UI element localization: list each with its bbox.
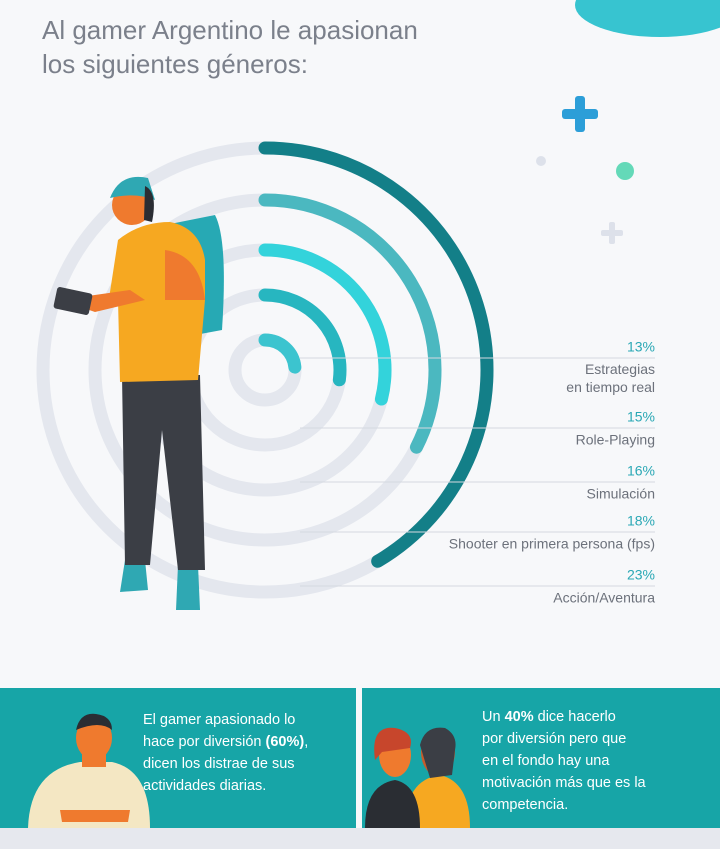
labels: 13% Estrategias en tiempo real 15% Role-Play… xyxy=(300,339,655,606)
arc xyxy=(258,193,442,454)
text-run: en el fondo hay una xyxy=(482,753,610,769)
arc xyxy=(258,243,392,406)
arcs xyxy=(258,141,494,568)
text-run: El gamer apasionado lo xyxy=(143,712,295,728)
text-run: hace por diversión xyxy=(143,734,266,750)
panel-people xyxy=(365,727,470,828)
category-line: Estrategias xyxy=(585,361,655,377)
chart-title: Al gamer Argentino le apasionan los sigu… xyxy=(42,15,425,79)
decor-plus xyxy=(562,96,598,132)
category-label: Acción/Aventura xyxy=(553,590,655,606)
text-run: actividades diarias. xyxy=(143,778,266,794)
decor-plus-light xyxy=(601,222,623,244)
decor-dot xyxy=(616,162,634,180)
category-line: en tiempo real xyxy=(566,379,655,395)
text-run: dice hacerlo xyxy=(534,709,616,725)
text-run: motivación más que es la xyxy=(482,775,647,791)
arc xyxy=(258,333,302,374)
value-label: 18% xyxy=(627,513,655,529)
panel-text: El gamer apasionado lo hace por diversió… xyxy=(143,712,312,794)
footer-strip xyxy=(0,828,720,849)
arc xyxy=(258,288,347,387)
value-label: 16% xyxy=(627,463,655,479)
category-label: Estrategias en tiempo real xyxy=(566,361,655,395)
value-label: 13% xyxy=(627,339,655,355)
category-label: Shooter en primera persona (fps) xyxy=(449,536,655,552)
panel-person xyxy=(28,713,150,828)
text-run: 40% xyxy=(505,709,534,725)
text-run: dicen los distrae de sus xyxy=(143,756,295,772)
decor-dot xyxy=(536,156,546,166)
category-label: Simulación xyxy=(587,486,655,502)
text-run: , xyxy=(304,734,308,750)
person-illustration xyxy=(53,176,224,610)
category-label: Role-Playing xyxy=(576,432,655,448)
title-line: Al gamer Argentino le apasionan xyxy=(42,15,418,45)
arc xyxy=(258,141,494,568)
text-run: (60%) xyxy=(266,734,305,750)
text-run: Un xyxy=(482,709,505,725)
value-label: 23% xyxy=(627,567,655,583)
text-run: por diversión pero que xyxy=(482,731,626,747)
text-run: competencia. xyxy=(482,797,568,813)
value-label: 15% xyxy=(627,409,655,425)
title-line: los siguientes géneros: xyxy=(42,49,308,79)
decor-blob xyxy=(575,0,720,37)
panel-text: Un 40% dice hacerlo por diversión pero q… xyxy=(482,709,650,813)
